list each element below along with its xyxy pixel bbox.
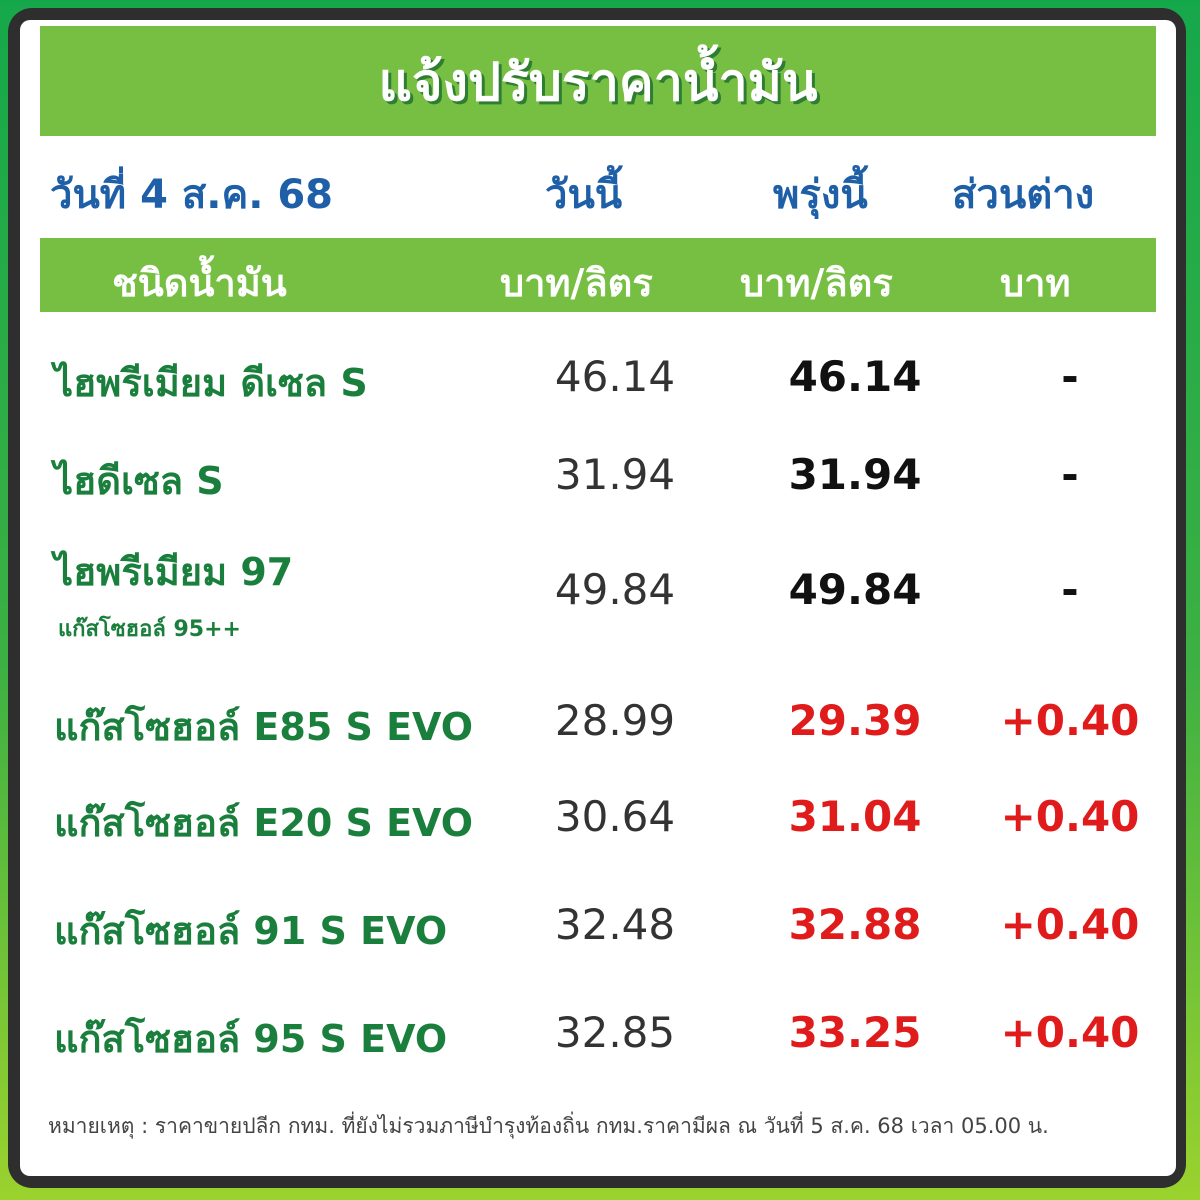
price-tomorrow: 29.39 [788,696,922,745]
table-row: แก๊สโซฮอล์ 91 S EVO 32.48 32.88 +0.40 [40,900,1156,960]
col-diff: ส่วนต่าง [952,172,1095,218]
price-diff: +0.40 [1000,792,1140,841]
table-row: แก๊สโซฮอล์ 95 S EVO 32.85 33.25 +0.40 [40,1008,1156,1068]
price-today: 46.14 [554,352,676,401]
fuel-subname: แก๊สโซฮอล์ 95++ [58,617,241,642]
table-row: ไฮดีเซล S 31.94 31.94 - [40,450,1156,510]
price-diff: +0.40 [1000,696,1140,745]
col-tomorrow: พรุ่งนี้ [773,172,868,218]
unit-diff: บาท [1000,261,1071,305]
unit-tomorrow: บาท/ลิตร [740,261,893,305]
unit-today: บาท/ลิตร [500,261,653,305]
price-tomorrow: 49.84 [788,565,922,614]
date-header-row: วันที่ 4 ส.ค. 68 วันนี้ พรุ่งนี้ ส่วนต่า… [40,150,1156,230]
page-title: แจ้งปรับราคาน้ำมัน [378,52,818,113]
price-card [20,20,1176,1176]
price-today: 32.48 [554,900,676,949]
price-tomorrow: 31.04 [788,792,922,841]
table-row: แก๊สโซฮอล์ E85 S EVO 28.99 29.39 +0.40 [40,696,1156,756]
price-diff: - [1061,352,1079,401]
price-diff: +0.40 [1000,900,1140,949]
table-row: ไฮพรีเมียม ดีเซล S 46.14 46.14 - [40,352,1156,412]
price-diff: - [1061,450,1079,499]
price-diff: +0.40 [1000,1008,1140,1057]
price-today: 28.99 [554,696,676,745]
price-today: 49.84 [554,565,676,614]
col-today: วันนี้ [545,172,623,218]
fuel-name: ไฮดีเซล S [54,459,224,503]
date-label: วันที่ 4 ส.ค. 68 [50,172,334,218]
table-row: แก๊สโซฮอล์ E20 S EVO 30.64 31.04 +0.40 [40,792,1156,852]
price-tomorrow: 46.14 [788,352,922,401]
fuel-name: แก๊สโซฮอล์ E20 S EVO [54,801,474,845]
fuel-name: แก๊สโซฮอล์ 95 S EVO [54,1017,448,1061]
price-today: 31.94 [554,450,676,499]
title-bar: แจ้งปรับราคาน้ำมัน [40,26,1156,136]
fuel-name: แก๊สโซฮอล์ E85 S EVO [54,705,474,749]
price-tomorrow: 32.88 [788,900,922,949]
fuel-name: แก๊สโซฮอล์ 91 S EVO [54,909,448,953]
price-today: 32.85 [554,1008,676,1057]
footnote: หมายเหตุ : ราคาขายปลีก กทม. ที่ยังไม่รวม… [48,1114,1049,1138]
price-today: 30.64 [554,792,676,841]
fuel-name: ไฮพรีเมียม ดีเซล S [54,361,368,405]
units-header-bar: ชนิดน้ำมัน บาท/ลิตร บาท/ลิตร บาท [40,238,1156,312]
col-type: ชนิดน้ำมัน [112,261,287,305]
price-diff: - [1061,565,1079,614]
fuel-name: ไฮพรีเมียม 97 [54,550,294,594]
price-tomorrow: 31.94 [788,450,922,499]
table-row: ไฮพรีเมียม 97 แก๊สโซฮอล์ 95++ 49.84 49.84 - [40,545,1156,642]
price-tomorrow: 33.25 [788,1008,922,1057]
